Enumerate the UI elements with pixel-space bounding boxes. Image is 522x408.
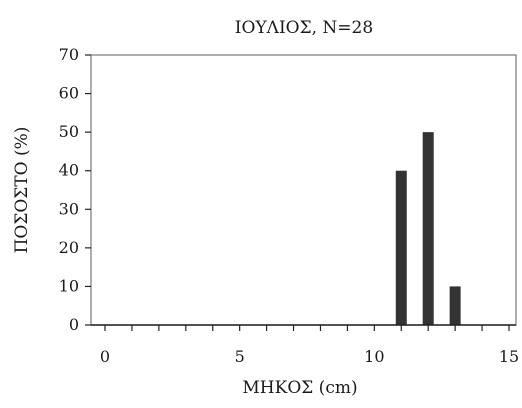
y-tick-label: 0: [69, 315, 79, 334]
x-tick-label: 15: [499, 347, 519, 366]
y-axis-ticks: [85, 54, 91, 326]
y-tick-label: 60: [59, 84, 79, 103]
x-tick-label: 10: [364, 347, 384, 366]
plot-area: [90, 54, 517, 326]
bar: [449, 286, 461, 325]
x-tick-label: 0: [100, 347, 110, 366]
x-axis-tick-labels: 0 5 10 15: [100, 347, 519, 366]
chart-title: ΙΟΥΛΙΟΣ, Ν=28: [235, 18, 373, 38]
x-tick-label: 5: [235, 347, 245, 366]
y-tick-label: 20: [59, 238, 79, 257]
bar: [395, 170, 407, 325]
y-tick-label: 40: [59, 161, 79, 180]
y-tick-label: 30: [59, 199, 79, 218]
x-axis-title: ΜΗΚΟΣ (cm): [242, 378, 357, 398]
y-tick-label: 70: [59, 45, 79, 64]
y-axis-title: ΠΟΣΟΣΤΟ (%): [12, 127, 32, 254]
bar-series: [395, 132, 461, 325]
y-axis-tick-labels: 0 10 20 30 40 50 60 70: [59, 45, 79, 334]
bar: [422, 132, 434, 325]
x-axis-ticks: [104, 325, 510, 331]
y-tick-label: 50: [59, 122, 79, 141]
y-tick-label: 10: [59, 276, 79, 295]
